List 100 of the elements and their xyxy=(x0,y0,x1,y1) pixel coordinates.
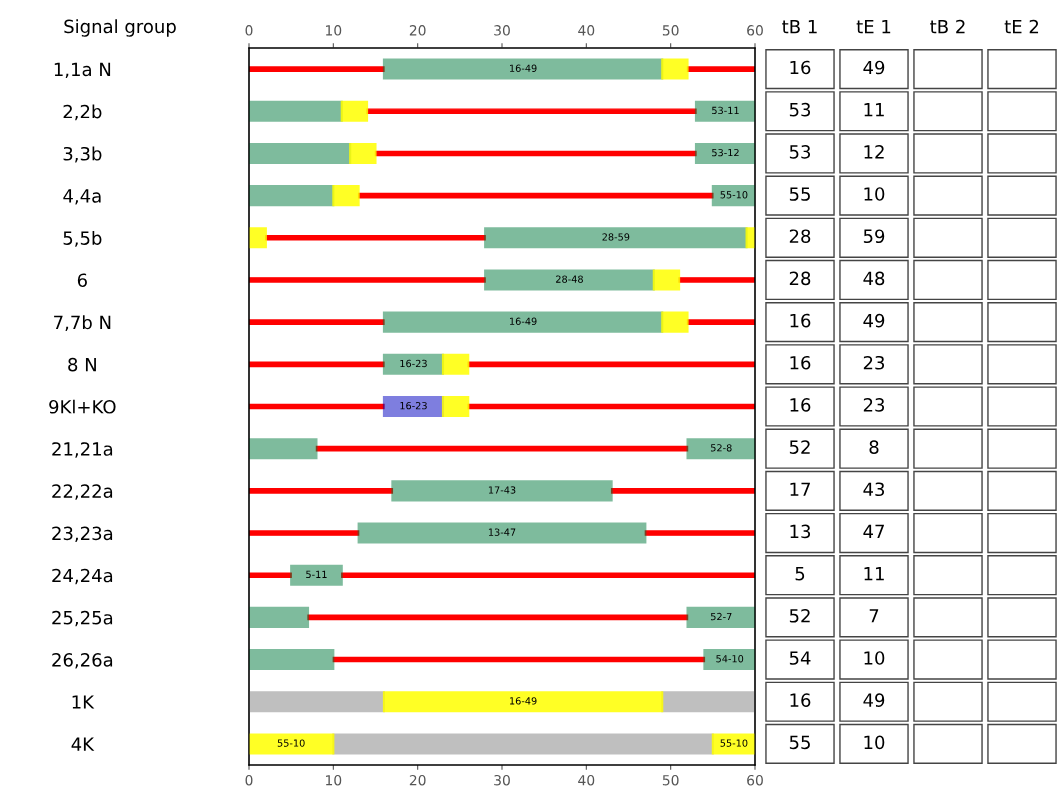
bar xyxy=(249,142,352,164)
bar xyxy=(249,185,335,207)
data-label: 17-43 xyxy=(488,486,516,494)
bar xyxy=(332,733,714,755)
text: 54 xyxy=(789,651,811,665)
text: 48 xyxy=(863,271,885,286)
data-label: 28-48 xyxy=(556,275,583,283)
bar xyxy=(711,733,755,755)
text: 16 xyxy=(790,60,811,75)
bar xyxy=(382,311,664,333)
text: 16 xyxy=(790,313,811,328)
bar xyxy=(686,606,755,628)
text: 10 xyxy=(864,735,885,750)
text: 49 xyxy=(863,693,885,707)
x-tick-label: 10 xyxy=(326,774,342,786)
bar xyxy=(349,142,377,164)
y-tick-label: 4,4a xyxy=(63,189,101,205)
bar xyxy=(694,100,755,122)
bar xyxy=(382,353,445,375)
bar xyxy=(711,185,755,207)
data-label: 55-10 xyxy=(720,739,748,747)
y-tick-label: 21,21a xyxy=(52,442,113,458)
text: 53 xyxy=(789,145,811,159)
bar xyxy=(661,691,755,713)
x2-tick-label: 30 xyxy=(494,25,510,36)
bar xyxy=(678,277,755,283)
bar xyxy=(340,100,369,122)
bar xyxy=(290,564,343,586)
y-tick-label: 1,1a N xyxy=(54,62,111,79)
data-label: 55-10 xyxy=(720,191,748,199)
data-label: 16-23 xyxy=(400,359,427,368)
bar xyxy=(644,530,755,536)
data-label: 5-11 xyxy=(306,570,327,579)
y-tick-label: 4K xyxy=(71,737,95,751)
x-tick-label: 0 xyxy=(245,774,253,786)
y-tick-label: 9Kl+KO xyxy=(49,399,116,414)
y-tick-label: 2,2b xyxy=(63,104,102,121)
category-label: tB 1 xyxy=(782,19,817,34)
bar xyxy=(441,353,470,375)
text: 16 xyxy=(790,693,811,707)
y-tick-label: 3,3b xyxy=(63,146,102,163)
text: 23 xyxy=(863,355,885,370)
bar xyxy=(249,733,335,755)
bar xyxy=(484,269,655,291)
data-label: 28-59 xyxy=(602,233,630,241)
bar xyxy=(382,395,445,418)
text: 13 xyxy=(790,524,811,539)
text: 47 xyxy=(863,524,884,539)
text: 53 xyxy=(789,102,811,117)
bar xyxy=(694,142,755,164)
text: 55 xyxy=(789,735,810,750)
bar xyxy=(249,227,267,249)
y-tick-label: 8 N xyxy=(68,357,96,372)
data-label: 52-8 xyxy=(710,444,732,452)
category-label: tE 2 xyxy=(1004,19,1039,34)
bar xyxy=(249,277,486,283)
bar xyxy=(441,395,470,418)
category-label: tB 2 xyxy=(930,19,965,34)
bar xyxy=(610,488,755,494)
x2-tick-label: 0 xyxy=(245,25,253,36)
text: 11 xyxy=(864,103,884,117)
bar xyxy=(686,66,755,72)
bar xyxy=(686,438,755,460)
data-label: 16-49 xyxy=(510,697,537,705)
data-label: 13-47 xyxy=(488,528,516,536)
bar xyxy=(661,58,689,80)
text: 59 xyxy=(863,229,885,244)
x2-tick-label: 20 xyxy=(409,25,426,36)
bar xyxy=(249,530,360,536)
data-label: 53-11 xyxy=(712,106,739,115)
y-tick-label: 25,25a xyxy=(52,610,113,627)
bar xyxy=(249,319,385,325)
data-label: 16-49 xyxy=(510,64,537,72)
x-tick-label: 30 xyxy=(494,774,510,786)
bar xyxy=(661,311,689,333)
y-axis-title: Signal group xyxy=(64,19,176,37)
y-tick-label: 22,22a xyxy=(52,484,113,500)
text: 10 xyxy=(864,187,885,201)
bar xyxy=(249,572,292,579)
y-tick-label: 6 xyxy=(77,273,87,288)
bar xyxy=(332,185,360,207)
x2-tick-label: 10 xyxy=(326,25,342,36)
text: 49 xyxy=(863,60,885,75)
x2-tick-label: 60 xyxy=(747,25,763,36)
bar xyxy=(703,649,755,671)
y-tick-label: 23,23a xyxy=(52,526,113,542)
bar xyxy=(686,319,755,325)
text: 23 xyxy=(863,398,885,412)
text: 43 xyxy=(863,482,885,497)
bar xyxy=(484,227,748,249)
category-label: tE 1 xyxy=(856,19,891,34)
data-label: 16-49 xyxy=(510,317,537,325)
text: 7 xyxy=(869,609,879,623)
y-tick-label: 5,5b xyxy=(63,230,102,247)
text: 28 xyxy=(789,229,811,244)
text: 16 xyxy=(790,398,811,412)
y-tick-label: 7,7b N xyxy=(54,315,111,332)
bar xyxy=(249,438,318,460)
bar xyxy=(357,522,647,544)
bar xyxy=(366,108,697,115)
